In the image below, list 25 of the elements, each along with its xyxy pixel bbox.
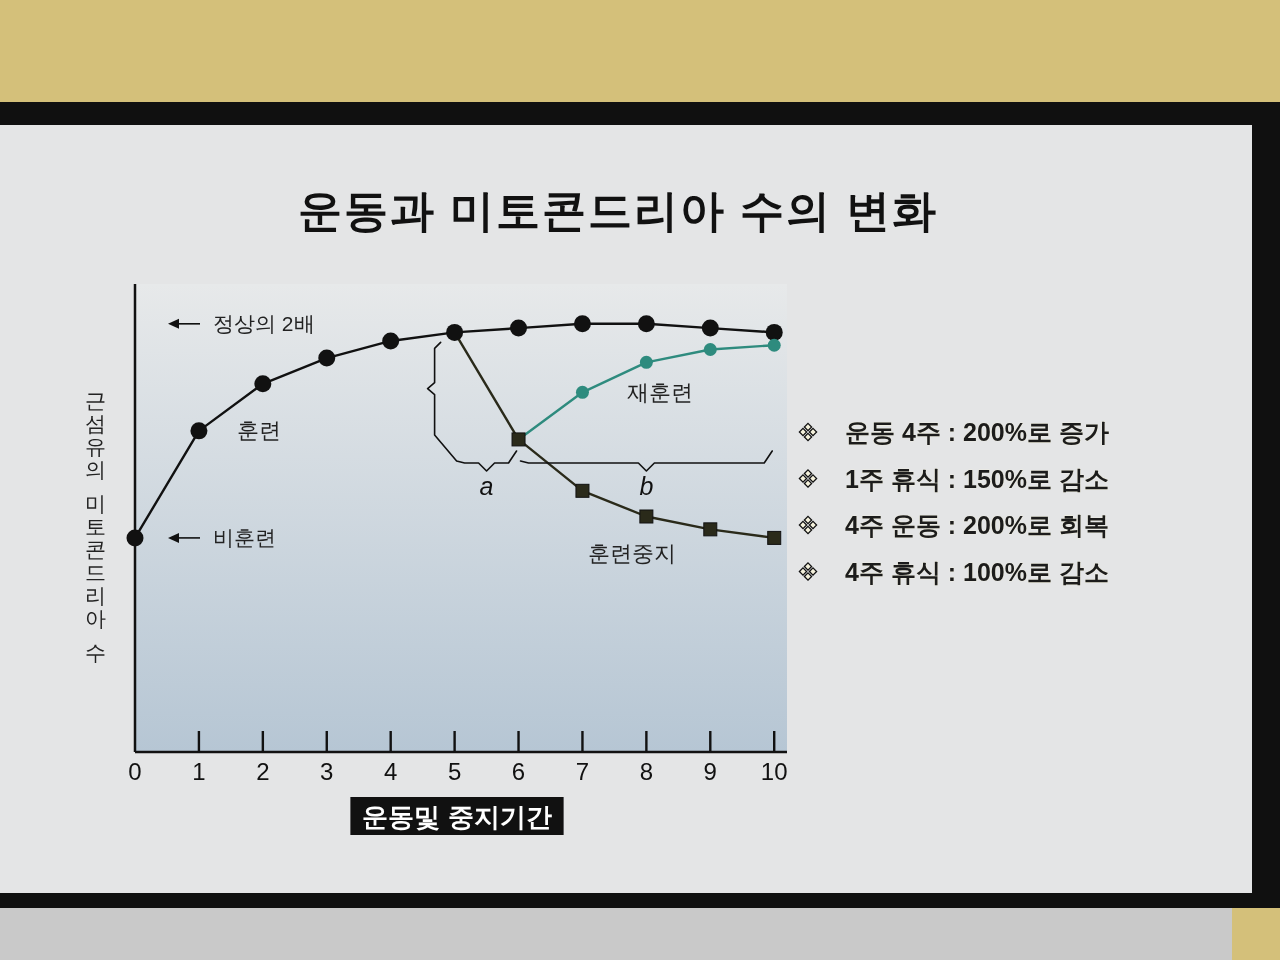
x-tick-label: 2 (256, 758, 270, 785)
x-tick-label: 3 (320, 758, 334, 785)
x-tick-label: 0 (128, 758, 142, 785)
annotation: 정상의 2배 (213, 311, 315, 335)
text: 4주 휴식 : 100%로 감소 (845, 557, 1109, 586)
x-tick-label: 4 (384, 758, 398, 785)
x-tick-label: 10 (760, 758, 788, 785)
annotation: 비훈련 (213, 525, 276, 549)
series-label: 재훈련 (627, 380, 694, 406)
text: 운동 4주 : 200%로 증가 (845, 418, 1109, 446)
x-tick-label: 5 (447, 758, 462, 785)
series-label: 훈련중지 (588, 540, 677, 566)
x-tick-label: 7 (575, 758, 590, 785)
x-tick-label: 8 (639, 758, 654, 785)
series-label: 훈련 (236, 417, 281, 443)
text: 1주 휴식 : 150%로 감소 (845, 464, 1109, 493)
text: 4주 운동 : 200%로 회복 (845, 511, 1109, 539)
x-tick-label: 9 (703, 758, 717, 785)
text: 근섬유의 미토콘드리아 수 (84, 389, 106, 664)
annotation: b (639, 472, 654, 500)
annotation: a (479, 472, 494, 500)
x-tick-label: 1 (192, 758, 206, 785)
x-axis-title: 운동및 중지기간 (362, 802, 552, 832)
x-tick-label: 6 (511, 758, 526, 785)
chart-title: 운동과 미토콘드리아 수의 변화 (297, 186, 939, 235)
